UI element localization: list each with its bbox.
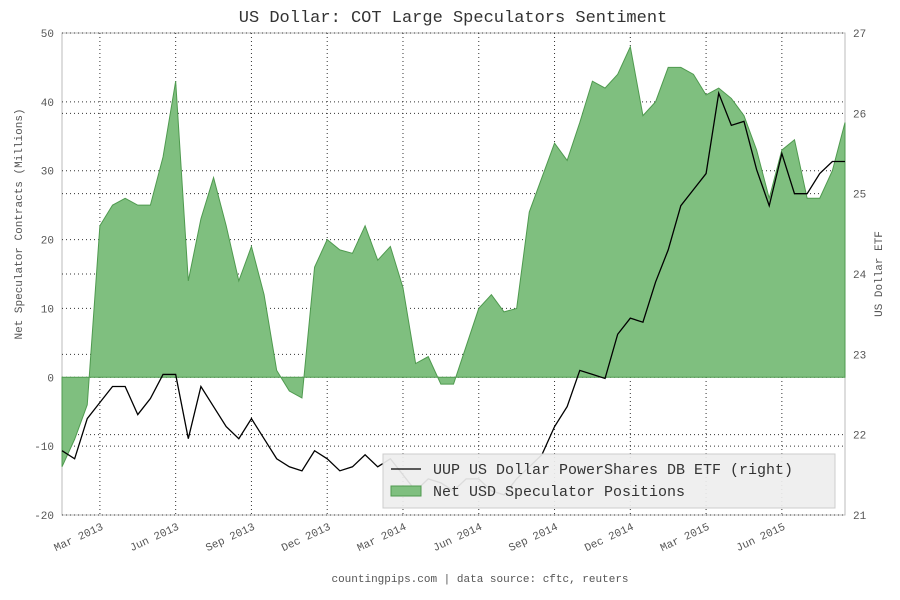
x-tick-label: Sep 2013 [204, 522, 257, 555]
y-tick-label: 50 [41, 29, 54, 41]
y2-tick-label: 23 [853, 350, 866, 362]
legend-swatch [390, 485, 422, 497]
x-tick-label: Jun 2013 [128, 522, 181, 555]
legend: UUP US Dollar PowerShares DB ETF (right)… [382, 453, 836, 509]
legend-label: Net USD Speculator Positions [433, 484, 685, 501]
y2-tick-label: 21 [853, 511, 867, 523]
x-tick-label: Jun 2014 [432, 522, 485, 555]
chart-title: US Dollar: COT Large Speculators Sentime… [239, 9, 667, 28]
y-tick-label: -20 [34, 511, 54, 523]
y-tick-label: 0 [47, 373, 54, 385]
y-tick-label: 40 [41, 98, 54, 110]
legend-box [382, 453, 836, 509]
y-tick-label: 30 [41, 167, 54, 179]
y2-tick-label: 26 [853, 109, 866, 121]
legend-label: UUP US Dollar PowerShares DB ETF (right) [433, 462, 793, 479]
area [61, 45, 846, 468]
x-tick-label: Dec 2014 [583, 522, 636, 555]
y-axis-label: Net Speculator Contracts (Millions) [14, 108, 26, 339]
y-tick-label: 20 [41, 236, 54, 248]
x-tick-label: Sep 2014 [507, 522, 560, 555]
y2-axis-label: US Dollar ETF [874, 231, 886, 317]
footer: countingpips.com | data source: cftc, re… [331, 574, 628, 586]
y-tick-label: -10 [34, 442, 54, 454]
x-tick-label: Dec 2013 [280, 522, 333, 555]
x-tick-label: Jun 2015 [735, 522, 788, 555]
y2-tick-label: 27 [853, 29, 866, 41]
y2-tick-label: 24 [853, 270, 867, 282]
x-tick-label: Mar 2013 [53, 522, 106, 555]
x-tick-label: Mar 2015 [659, 522, 712, 555]
y2-tick-label: 22 [853, 431, 866, 443]
y2-tick-label: 25 [853, 190, 866, 202]
y-tick-label: 10 [41, 304, 54, 316]
x-tick-label: Mar 2014 [356, 522, 409, 555]
